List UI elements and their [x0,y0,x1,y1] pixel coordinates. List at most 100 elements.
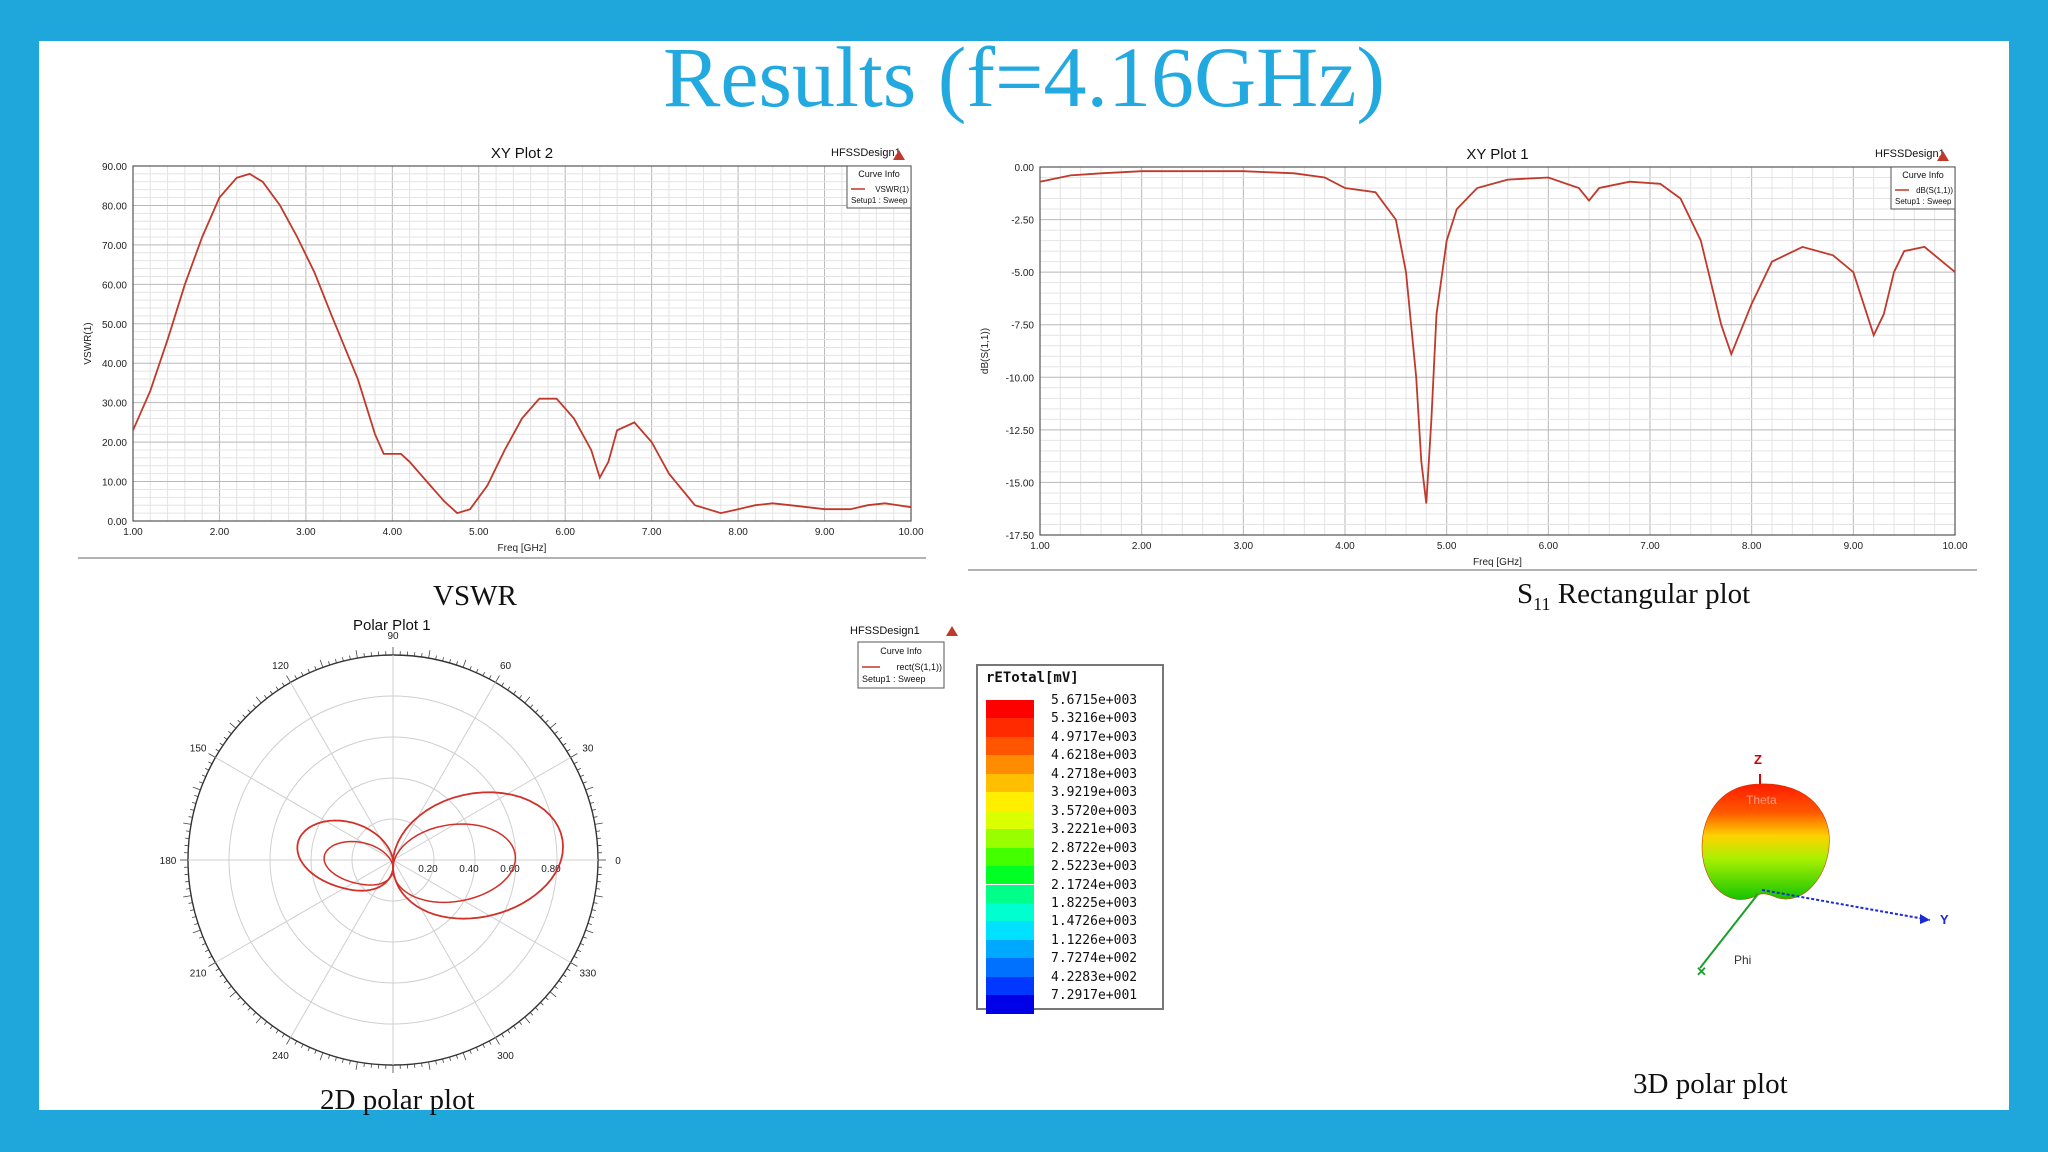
polar-spoke [392,682,496,861]
polar-tick [183,822,192,825]
polar-tick [229,991,237,998]
polar2d-caption: 2D polar plot [320,1084,475,1116]
polar-radial-label: 0.80 [541,864,561,875]
legend-sub: Setup1 : Sweep [862,674,926,684]
x-tick-label: 3.00 [1234,541,1254,552]
color-scale-swatch [986,736,1034,756]
color-scale-value: 7.7274e+002 [1051,951,1138,967]
polar-tick [549,722,557,729]
polar-tick [428,650,431,659]
polar-radial-label: 0.40 [459,864,479,875]
x-tick-label: 6.00 [555,527,575,538]
design-label: HFSSDesign1 [850,625,920,637]
polar-trace [296,791,564,920]
x-tick-label: 7.00 [642,527,662,538]
polar-angle-label: 120 [272,661,289,672]
y-tick-label: 10.00 [102,478,127,489]
color-scale-swatch [986,995,1034,1014]
polar-chart: Polar Plot 10306090120150180210240270300… [160,617,958,1073]
y-axis [1761,889,1931,921]
polar-title: Polar Plot 1 [353,617,431,634]
color-scale-value: 3.9219e+003 [1051,785,1138,801]
color-scale-swatch [986,866,1034,885]
x-tick-label: 2.00 [1132,541,1152,552]
s11-caption-s: S [1517,578,1534,610]
s11-chart: XY Plot 1 HFSSDesign1 1.00 2.00 3.00 4.00 5.00… [968,146,1977,571]
polar-spoke [290,682,394,861]
slide-title: Results (f=4.16GHz) [662,29,1386,125]
y-tick-label: -7.50 [1011,321,1034,332]
phi-axis [1699,893,1759,969]
legend-entry: rect(S(1,1)) [896,662,942,672]
y-tick-label: -12.50 [1006,426,1035,437]
polar-trace-inner [323,823,517,904]
polar-tick [192,929,201,934]
x-tick-label: 5.00 [1437,541,1457,552]
polar-radial-label: 0.20 [418,864,438,875]
z-axis-label: Z [1754,752,1762,767]
polar-tick [286,675,291,683]
y-tick-label: -15.00 [1006,478,1035,489]
theta-label: Theta [1746,793,1777,807]
x-tick-label: 7.00 [1640,541,1660,552]
color-scale-swatch [986,884,1034,903]
s11-caption: S11 Rectangular plot [1517,578,1750,615]
color-scale-swatch [986,921,1034,940]
polar-tick [462,659,467,668]
polar-angle-label: 150 [190,744,207,755]
y-tick-label: 40.00 [102,359,127,370]
color-scale-swatch [986,700,1034,719]
color-scale-swatch [986,847,1034,867]
polar-angle-label: 240 [272,1051,289,1062]
curve-info-title: Curve Info [1902,170,1944,180]
legend-entry: VSWR(1) [875,185,909,194]
y-tick-label: -5.00 [1011,268,1034,279]
y-tick-label: 90.00 [102,162,127,173]
color-scale-value: 4.2283e+002 [1051,969,1138,985]
color-scale-value: 4.6218e+003 [1051,748,1138,764]
chart-title: XY Plot 1 [1466,146,1528,163]
y-tick-label: 70.00 [102,241,127,252]
radiation-lobe [1701,783,1830,900]
polar-tick [192,786,201,791]
color-scale-swatch [986,718,1034,737]
polar-tick [255,696,262,704]
vswr-caption: VSWR [433,580,517,612]
series-line [1039,170,1956,504]
phi-label: Phi [1734,953,1751,967]
curve-info-box [1890,166,1956,210]
color-scale-swatch [986,755,1034,774]
polar-tick [355,650,358,659]
x-tick-label: 1.00 [123,527,143,538]
y-tick-label: 50.00 [102,320,127,331]
polar-angle-label: 90 [387,631,399,642]
x-tick-label: 3.00 [296,527,316,538]
y-tick-label: -17.50 [1006,531,1035,542]
plot-frame [1039,166,1956,536]
series-line [132,172,912,515]
polar-angle-label: 210 [190,969,207,980]
polar-tick [208,962,216,967]
x-tick-label: 8.00 [1742,541,1762,552]
y-tick-label: -2.50 [1011,216,1034,227]
legend-entry: dB(S(1,1)) [1916,186,1953,195]
polar-spoke [215,757,394,861]
polar-tick [570,962,578,967]
color-scale-swatch [986,829,1034,848]
x-tick-label: 4.00 [383,527,403,538]
polar-tick [355,1061,358,1070]
polar-tick [594,822,603,825]
y-tick-label: 60.00 [102,280,127,291]
ansoft-logo-icon [1937,151,1949,161]
polar-tick [319,659,324,668]
polar-spoke [290,859,394,1038]
color-scale-value: 1.1226e+003 [1051,932,1138,948]
y-tick-label: 30.00 [102,399,127,410]
ansoft-logo-icon [893,150,905,160]
polar-angle-label: 0 [615,856,621,867]
x-tick-label: 2.00 [210,527,230,538]
polar-angle-label: 60 [500,661,512,672]
color-scale-swatch [986,976,1034,996]
polar-tick [462,1052,467,1061]
y-tick-label: -10.00 [1006,373,1035,384]
